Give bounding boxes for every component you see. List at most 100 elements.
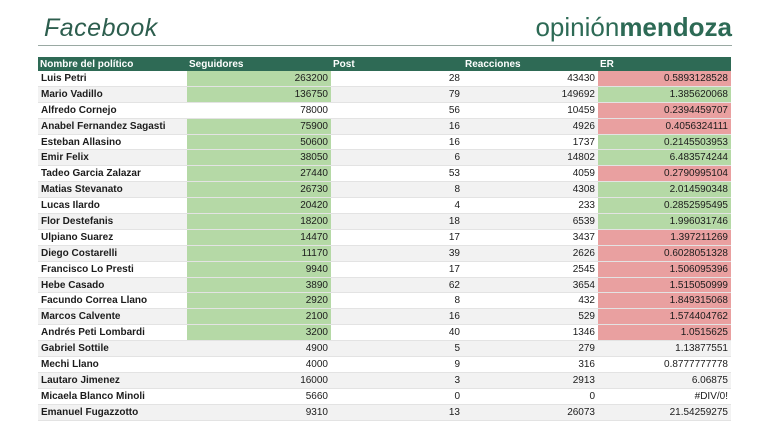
cell-reacciones: 1346 xyxy=(463,324,598,342)
cell-reacciones: 3654 xyxy=(463,277,598,294)
cell-seguidores: 50600 xyxy=(187,134,331,151)
cell-seguidores: 26730 xyxy=(187,181,331,199)
cell-er: 1.13877551 xyxy=(598,340,731,358)
column-header-post: Post xyxy=(331,57,463,71)
cell-er: 1.515050999 xyxy=(598,277,731,294)
brand-logo: opiniónmendoza xyxy=(535,12,732,43)
table-row: Andrés Peti Lombardi 3200 40 1346 1.0515625 xyxy=(38,324,731,342)
table-row: Lautaro Jimenez 16000 3 2913 6.06875 xyxy=(38,372,731,389)
table-row: Anabel Fernandez Sagasti 75900 16 4926 0.405… xyxy=(38,118,731,135)
cell-er: 0.5893128528 xyxy=(598,71,731,87)
cell-er: 0.8777777778 xyxy=(598,356,731,373)
cell-seguidores: 4900 xyxy=(187,340,331,358)
cell-post: 13 xyxy=(331,404,463,421)
cell-seguidores: 9310 xyxy=(187,404,331,421)
cell-seguidores: 11170 xyxy=(187,245,331,262)
cell-er: 1.574404762 xyxy=(598,308,731,326)
page-title: Facebook xyxy=(44,14,158,42)
cell-post: 16 xyxy=(331,118,463,135)
table-row: Alfredo Cornejo 78000 56 10459 0.2394459707 xyxy=(38,102,731,119)
cell-name: Facundo Correa Llano xyxy=(38,292,187,310)
table-row: Mario Vadillo 136750 79 149692 1.385620068 xyxy=(38,86,731,103)
cell-reacciones: 316 xyxy=(463,356,598,373)
cell-name: Emir Felix xyxy=(38,149,187,167)
cell-post: 16 xyxy=(331,308,463,326)
cell-seguidores: 16000 xyxy=(187,372,331,389)
cell-reacciones: 26073 xyxy=(463,404,598,421)
cell-er: 1.385620068 xyxy=(598,86,731,103)
table-row: Marcos Calvente 2100 16 529 1.574404762 xyxy=(38,308,731,326)
table-row: Hebe Casado 3890 62 3654 1.515050999 xyxy=(38,277,731,294)
cell-name: Tadeo Garcia Zalazar xyxy=(38,165,187,183)
cell-seguidores: 14470 xyxy=(187,229,331,246)
cell-reacciones: 2626 xyxy=(463,245,598,262)
cell-reacciones: 4059 xyxy=(463,165,598,183)
cell-reacciones: 2545 xyxy=(463,261,598,278)
cell-reacciones: 233 xyxy=(463,197,598,215)
table-header-row: Nombre del político Seguidores Post Reac… xyxy=(38,57,731,71)
cell-name: Lucas Ilardo xyxy=(38,197,187,215)
cell-reacciones: 149692 xyxy=(463,86,598,103)
cell-post: 4 xyxy=(331,197,463,215)
brand-logo-light: opinión xyxy=(535,12,620,42)
cell-er: 0.2145503953 xyxy=(598,134,731,151)
table-row: Micaela Blanco Minoli 5660 0 0 #DIV/0! xyxy=(38,388,731,405)
cell-name: Ulpiano Suarez xyxy=(38,229,187,246)
table-row: Tadeo Garcia Zalazar 27440 53 4059 0.2790995… xyxy=(38,165,731,183)
cell-seguidores: 75900 xyxy=(187,118,331,135)
cell-er: 21.54259275 xyxy=(598,404,731,421)
cell-er: 2.014590348 xyxy=(598,181,731,199)
cell-er: 6.06875 xyxy=(598,372,731,389)
cell-er: 0.2790995104 xyxy=(598,165,731,183)
cell-seguidores: 18200 xyxy=(187,213,331,230)
cell-reacciones: 0 xyxy=(463,388,598,405)
cell-post: 56 xyxy=(331,102,463,119)
cell-reacciones: 3437 xyxy=(463,229,598,246)
cell-post: 8 xyxy=(331,292,463,310)
cell-post: 9 xyxy=(331,356,463,373)
cell-post: 28 xyxy=(331,71,463,87)
table-row: Emir Felix 38050 6 14802 6.483574244 xyxy=(38,149,731,167)
brand-logo-bold: mendoza xyxy=(619,12,732,42)
table-row: Emanuel Fugazzotto 9310 13 26073 21.54259275 xyxy=(38,404,731,421)
cell-reacciones: 2913 xyxy=(463,372,598,389)
cell-er: 1.506095396 xyxy=(598,261,731,278)
cell-name: Micaela Blanco Minoli xyxy=(38,388,187,405)
table-row: Lucas Ilardo 20420 4 233 0.2852595495 xyxy=(38,197,731,215)
cell-er: 1.996031746 xyxy=(598,213,731,230)
cell-post: 6 xyxy=(331,149,463,167)
cell-name: Hebe Casado xyxy=(38,277,187,294)
cell-post: 53 xyxy=(331,165,463,183)
column-header-name: Nombre del político xyxy=(38,57,187,71)
cell-seguidores: 78000 xyxy=(187,102,331,119)
column-header-seguidores: Seguidores xyxy=(187,57,331,71)
cell-reacciones: 43430 xyxy=(463,71,598,87)
cell-post: 16 xyxy=(331,134,463,151)
cell-seguidores: 263200 xyxy=(187,71,331,87)
table-row: Facundo Correa Llano 2920 8 432 1.849315068 xyxy=(38,292,731,310)
cell-name: Mario Vadillo xyxy=(38,86,187,103)
cell-post: 8 xyxy=(331,181,463,199)
cell-er: 0.2852595495 xyxy=(598,197,731,215)
cell-reacciones: 6539 xyxy=(463,213,598,230)
cell-seguidores: 20420 xyxy=(187,197,331,215)
cell-name: Lautaro Jimenez xyxy=(38,372,187,389)
cell-er: 0.4056324111 xyxy=(598,118,731,135)
column-header-reacciones: Reacciones xyxy=(463,57,598,71)
cell-name: Luis Petri xyxy=(38,71,187,87)
cell-post: 3 xyxy=(331,372,463,389)
cell-name: Esteban Allasino xyxy=(38,134,187,151)
cell-post: 0 xyxy=(331,388,463,405)
cell-name: Gabriel Sottile xyxy=(38,340,187,358)
cell-name: Emanuel Fugazzotto xyxy=(38,404,187,421)
cell-er: 6.483574244 xyxy=(598,149,731,167)
cell-name: Mechi Llano xyxy=(38,356,187,373)
cell-post: 5 xyxy=(331,340,463,358)
cell-reacciones: 10459 xyxy=(463,102,598,119)
cell-reacciones: 279 xyxy=(463,340,598,358)
cell-er: #DIV/0! xyxy=(598,388,731,405)
table-row: Gabriel Sottile 4900 5 279 1.13877551 xyxy=(38,340,731,358)
cell-post: 62 xyxy=(331,277,463,294)
politicians-table: Nombre del político Seguidores Post Reac… xyxy=(38,57,731,421)
cell-er: 1.397211269 xyxy=(598,229,731,246)
